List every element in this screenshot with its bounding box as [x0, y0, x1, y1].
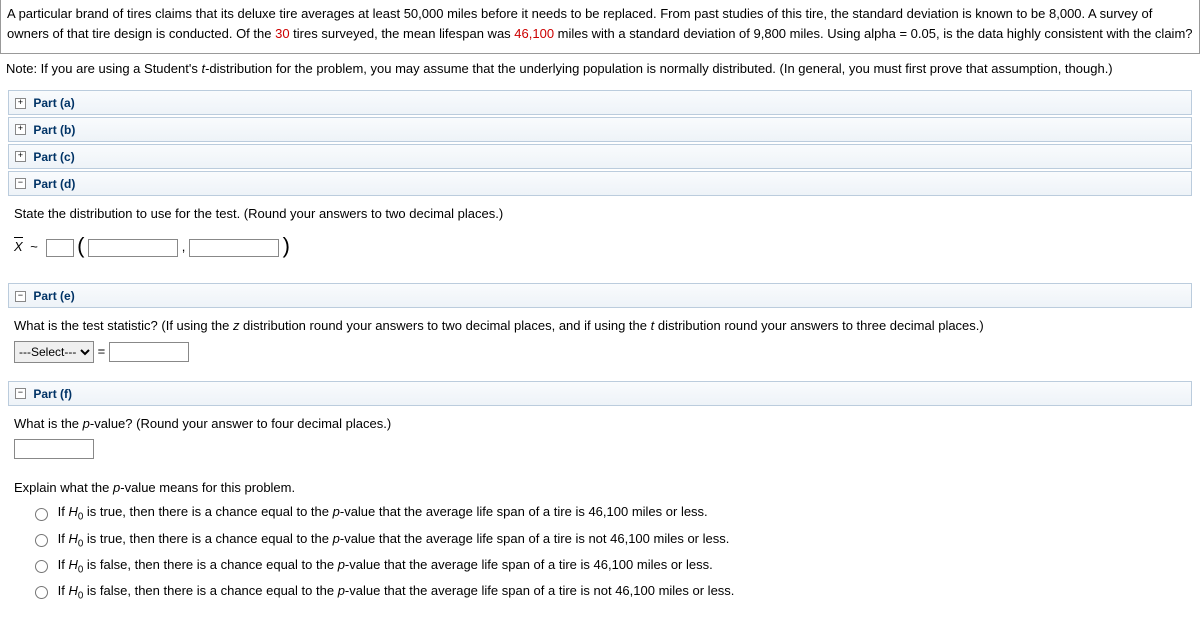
option-3-radio[interactable] [35, 560, 48, 573]
equals-sign: = [98, 344, 109, 359]
part-d-header[interactable]: − Part (d) [8, 171, 1192, 196]
option-1[interactable]: If H0 is true, then there is a chance eq… [30, 502, 1186, 525]
distribution-mean-input[interactable] [88, 239, 178, 257]
part-c-header[interactable]: + Part (c) [8, 144, 1192, 169]
part-b-label: Part (b) [33, 123, 75, 137]
part-c-label: Part (c) [33, 150, 74, 164]
explain-pre: Explain what the [14, 480, 113, 495]
part-b-header[interactable]: + Part (b) [8, 117, 1192, 142]
option-3[interactable]: If H0 is false, then there is a chance e… [30, 555, 1186, 578]
p-letter: p [83, 416, 90, 431]
note-post: -distribution for the problem, you may a… [205, 61, 1113, 76]
p-value-input[interactable] [14, 439, 94, 459]
p-value-options: If H0 is true, then there is a chance eq… [30, 502, 1186, 604]
part-f-prompt-pre: What is the [14, 416, 83, 431]
option-1-radio[interactable] [35, 508, 48, 521]
part-e-prompt-pre: What is the test statistic? (If using th… [14, 318, 233, 333]
explain-post: -value means for this problem. [120, 480, 295, 495]
part-f-label: Part (f) [33, 387, 72, 401]
distribution-sd-input[interactable] [189, 239, 279, 257]
option-4-radio[interactable] [35, 586, 48, 599]
part-f-body: What is the p-value? (Round your answer … [10, 410, 1190, 611]
part-e-header[interactable]: − Part (e) [8, 283, 1192, 308]
option-4[interactable]: If H0 is false, then there is a chance e… [30, 581, 1186, 604]
part-d-body: State the distribution to use for the te… [10, 200, 1190, 270]
xbar-symbol: X [14, 237, 23, 258]
problem-mean: 46,100 [514, 26, 554, 41]
problem-n: 30 [275, 26, 289, 41]
distribution-name-input[interactable] [46, 239, 74, 257]
part-f-header[interactable]: − Part (f) [8, 381, 1192, 406]
option-2-radio[interactable] [35, 534, 48, 547]
part-e-prompt-mid1: distribution round your answers to two d… [239, 318, 650, 333]
part-f-prompt-post: -value? (Round your answer to four decim… [90, 416, 391, 431]
collapse-icon: − [15, 388, 26, 399]
expand-icon: + [15, 98, 26, 109]
collapse-icon: − [15, 178, 26, 189]
part-a-header[interactable]: + Part (a) [8, 90, 1192, 115]
problem-text-post: miles with a standard deviation of 9,800… [554, 26, 1192, 41]
part-d-prompt: State the distribution to use for the te… [14, 204, 1186, 225]
note-pre: Note: If you are using a Student's [6, 61, 201, 76]
part-d-label: Part (d) [33, 177, 75, 191]
part-e-label: Part (e) [33, 289, 74, 303]
statistic-type-select[interactable]: ---Select--- [14, 341, 94, 363]
part-e-body: What is the test statistic? (If using th… [10, 312, 1190, 367]
problem-statement: A particular brand of tires claims that … [0, 0, 1200, 54]
comma: , [182, 239, 186, 254]
part-a-label: Part (a) [33, 96, 74, 110]
collapse-icon: − [15, 291, 26, 302]
problem-note: Note: If you are using a Student's t-dis… [0, 54, 1200, 88]
expand-icon: + [15, 151, 26, 162]
expand-icon: + [15, 124, 26, 135]
part-e-prompt-mid2: distribution round your answers to three… [654, 318, 984, 333]
option-2[interactable]: If H0 is true, then there is a chance eq… [30, 529, 1186, 552]
problem-text-mid: tires surveyed, the mean lifespan was [290, 26, 515, 41]
test-statistic-input[interactable] [109, 342, 189, 362]
close-paren: ) [283, 233, 290, 258]
tilde: ~ [30, 239, 38, 254]
open-paren: ( [77, 233, 84, 258]
